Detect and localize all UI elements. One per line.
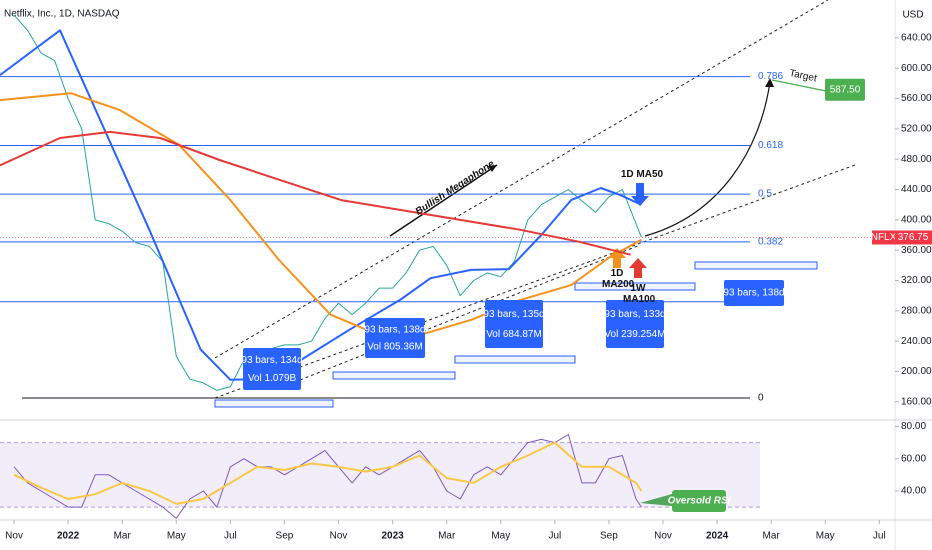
stats-bars: 93 bars, 138d <box>723 288 784 299</box>
fib-label: 0.5 <box>758 189 772 200</box>
y-tick-label: 400.00 <box>901 214 932 225</box>
target-line <box>771 79 827 92</box>
y-tick-label: 320.00 <box>901 275 932 286</box>
target-price: 587.50 <box>830 84 861 95</box>
ma-label: 1D MA50 <box>620 169 664 180</box>
arrow-head <box>765 78 774 87</box>
target-box <box>825 78 865 101</box>
ma100-arrow <box>629 258 647 278</box>
x-tick-label: May <box>167 531 186 542</box>
x-tick-label: Jul <box>873 531 886 542</box>
stats-box <box>243 348 301 390</box>
stats-bars: 93 bars, 133d <box>604 309 665 320</box>
x-tick-label: 2022 <box>57 531 80 542</box>
fib-label: 0 <box>758 393 764 404</box>
callout-text: Oversold RSI <box>668 496 731 507</box>
y-tick-label: 160.00 <box>901 396 932 407</box>
arrow-head <box>488 165 497 172</box>
currency: USD <box>902 10 923 21</box>
series-line <box>0 92 642 337</box>
stats-box <box>606 300 664 348</box>
y-tick-label: 440.00 <box>901 184 932 195</box>
x-tick-label: May <box>816 531 835 542</box>
y-tick-label: 600.00 <box>901 63 932 74</box>
y-tick-label: 480.00 <box>901 154 932 165</box>
megaphone-arrow <box>389 164 498 237</box>
range-boxes <box>214 261 818 408</box>
y-tick-label: 60.00 <box>901 453 926 464</box>
series-line <box>13 441 643 505</box>
callout-pointer <box>640 494 672 506</box>
x-tick-label: Nov <box>5 531 23 542</box>
range-box <box>574 282 696 291</box>
target-arrow <box>644 81 771 237</box>
symbol-tag <box>872 230 895 245</box>
x-tick-label: 2024 <box>706 531 729 542</box>
stats-bars: 93 bars, 135d <box>483 309 544 320</box>
ma-label: 1D MA200 <box>602 268 635 290</box>
range-box <box>454 355 576 364</box>
series-line <box>13 14 642 391</box>
series-group <box>13 434 643 519</box>
series-line <box>0 130 631 256</box>
x-tick-label: Jul <box>548 531 561 542</box>
x-tick-label: 2023 <box>381 531 404 542</box>
y-tick-label: 40.00 <box>901 486 926 497</box>
stats-vol: Vol 805.36M <box>367 341 423 352</box>
range-box <box>332 371 456 380</box>
series-group <box>0 14 642 391</box>
channel-upper <box>214 0 829 359</box>
y-tick-label: 80.00 <box>901 421 926 432</box>
series-line <box>0 29 642 381</box>
x-tick-label: Nov <box>654 531 672 542</box>
chart-title: Netflix, Inc., 1D, NASDAQ <box>4 9 120 20</box>
y-tick-label: 640.00 <box>901 33 932 44</box>
ma-label: 1W MA100 <box>623 283 656 305</box>
stats-box <box>724 280 784 306</box>
x-tick-label: Mar <box>438 531 456 542</box>
y-tick-label: 200.00 <box>901 366 932 377</box>
price-tag <box>895 230 932 245</box>
x-tick-label: May <box>491 531 510 542</box>
y-tick-label: 240.00 <box>901 336 932 347</box>
y-tick-label: 280.00 <box>901 305 932 316</box>
stats-vol: Vol 239.254M <box>604 329 665 340</box>
series-line <box>13 434 642 519</box>
stats-bars: 93 bars, 134d <box>241 355 302 366</box>
stats-bars: 93 bars, 138d <box>364 325 425 336</box>
x-tick-label: Jul <box>224 531 237 542</box>
x-tick-label: Mar <box>763 531 781 542</box>
fib-label: 0.382 <box>758 236 783 247</box>
fib-label: 0.618 <box>758 140 783 151</box>
x-tick-label: Mar <box>114 531 132 542</box>
stats-vol: Vol 1.079B <box>248 373 297 384</box>
stats-box <box>485 300 543 348</box>
range-box <box>694 261 818 270</box>
x-tick-label: Sep <box>276 531 294 542</box>
y-tick-label: 360.00 <box>901 245 932 256</box>
channel-mid <box>299 244 641 381</box>
price-label: 376.75 <box>898 232 929 243</box>
stats-box <box>365 318 425 358</box>
y-tick-label: 520.00 <box>901 124 932 135</box>
y-tick-label: 560.00 <box>901 93 932 104</box>
callout-box <box>672 490 726 512</box>
fib-label: 0.786 <box>758 71 783 82</box>
stats-vol: Vol 684.87M <box>486 329 542 340</box>
symbol-label: NFLX <box>871 232 897 243</box>
x-tick-label: Sep <box>600 531 618 542</box>
range-box <box>214 399 334 408</box>
x-tick-label: Nov <box>330 531 348 542</box>
